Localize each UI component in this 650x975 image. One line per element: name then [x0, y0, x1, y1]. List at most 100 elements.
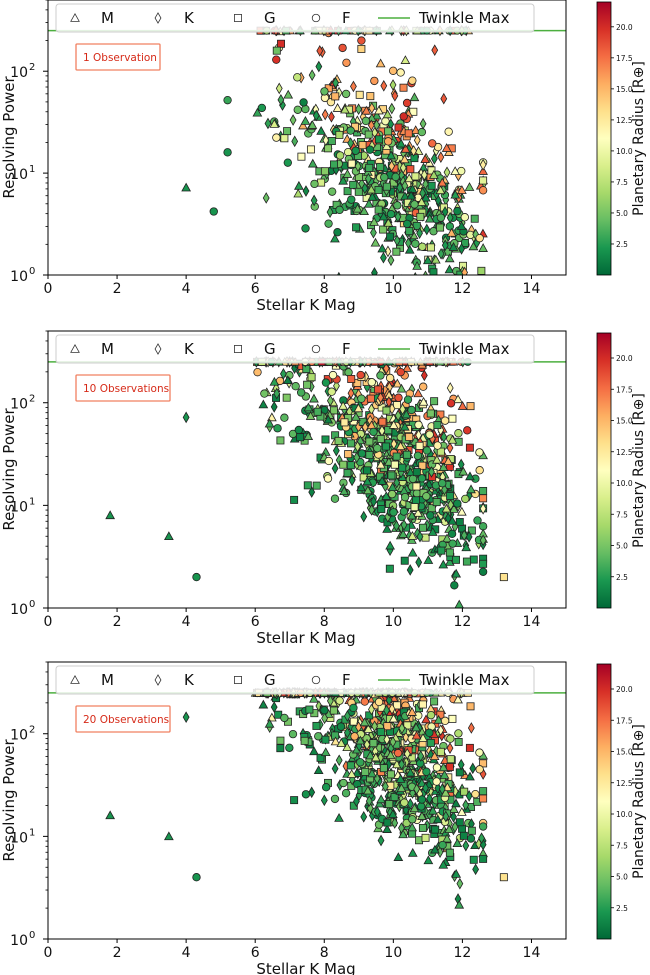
- data-point: [470, 214, 479, 223]
- axes-frame: [47, 0, 567, 276]
- data-point: [391, 90, 399, 102]
- annotation-text: 1 Observation: [83, 52, 157, 64]
- data-point: [461, 266, 469, 275]
- x-tick-label: 2: [113, 614, 122, 630]
- data-point: [352, 203, 363, 213]
- data-point-sample: [181, 182, 192, 192]
- data-point: [358, 141, 367, 150]
- data-point: [427, 166, 436, 175]
- data-point: [326, 394, 334, 407]
- data-point: [377, 243, 388, 253]
- data-point: [376, 435, 385, 443]
- colorbar-tick-label: 2.5: [616, 904, 628, 913]
- data-point: [313, 765, 324, 775]
- data-point: [410, 154, 419, 163]
- data-point: [412, 482, 421, 491]
- data-point: [316, 126, 327, 135]
- x-tick-label: 8: [320, 945, 329, 961]
- data-point: [388, 419, 399, 429]
- data-point: [349, 717, 358, 726]
- data-point: [321, 108, 329, 121]
- data-point: [355, 435, 366, 445]
- colorbar-tick-label: 5.0: [616, 209, 628, 218]
- colorbar-label: Planetary Radius [R⊕]: [631, 393, 647, 548]
- data-point: [447, 434, 458, 444]
- data-point: [360, 697, 369, 706]
- data-point: [387, 770, 395, 779]
- data-point: [343, 710, 351, 722]
- data-point: [437, 151, 445, 164]
- data-point: [266, 412, 277, 422]
- data-point: [362, 485, 373, 495]
- data-point: [376, 162, 385, 171]
- colorbar-tick-label: 7.5: [616, 178, 628, 187]
- data-point: [384, 245, 392, 258]
- y-tick-exponent: 2: [29, 725, 35, 736]
- data-point: [374, 105, 384, 115]
- data-point: [452, 555, 460, 564]
- data-point: [360, 510, 368, 523]
- data-point: [414, 420, 423, 430]
- data-point: [457, 458, 465, 471]
- colorbar-gradient: [596, 1, 612, 276]
- data-point: [432, 454, 442, 464]
- data-point: [403, 721, 412, 730]
- data-point: [391, 172, 400, 182]
- legend-marker-f: [311, 13, 321, 23]
- data-point: [433, 421, 442, 430]
- data-point: [423, 223, 431, 236]
- data-point: [399, 154, 410, 164]
- data-point: [282, 393, 291, 402]
- data-point: [391, 817, 399, 829]
- data-point-sample: [499, 873, 508, 882]
- data-point: [389, 508, 398, 517]
- data-point: [392, 378, 403, 388]
- legend-marker-m: [70, 12, 80, 22]
- data-point: [448, 539, 457, 548]
- data-point: [479, 854, 488, 863]
- data-point: [404, 129, 413, 138]
- data-point: [426, 511, 435, 520]
- data-point: [420, 154, 431, 163]
- data-point: [367, 378, 376, 387]
- data-point: [392, 452, 401, 461]
- data-point: [387, 482, 398, 492]
- data-point: [408, 76, 417, 85]
- data-point: [353, 451, 361, 464]
- data-point: [438, 783, 446, 795]
- data-point: [446, 491, 455, 500]
- data-point: [386, 232, 395, 241]
- data-point: [452, 838, 463, 848]
- data-point: [472, 863, 480, 876]
- data-point: [264, 718, 275, 728]
- data-point: [465, 743, 474, 752]
- observation-annotation: 1 Observation: [75, 43, 161, 71]
- data-point: [443, 456, 454, 466]
- data-point: [465, 790, 473, 802]
- data-point: [432, 498, 441, 507]
- data-point: [365, 750, 376, 760]
- data-point: [418, 396, 429, 406]
- x-tick-label: 14: [523, 945, 541, 961]
- data-point: [405, 432, 414, 441]
- data-point: [262, 192, 270, 204]
- x-tick-label: 14: [523, 281, 541, 297]
- data-point: [420, 369, 428, 382]
- y-tick-label: 10: [10, 728, 28, 744]
- data-point: [444, 253, 455, 263]
- data-point: [309, 693, 319, 703]
- data-point: [399, 421, 410, 431]
- data-point: [428, 170, 439, 179]
- data-point: [411, 239, 420, 248]
- data-point: [437, 247, 445, 260]
- data-point-sample: [499, 573, 508, 582]
- data-point: [478, 822, 488, 831]
- data-point: [374, 205, 383, 214]
- data-point: [330, 794, 340, 804]
- legend: M K G F Twinkle Max: [55, 665, 535, 695]
- data-point: [451, 798, 461, 808]
- data-point: [347, 195, 356, 204]
- data-point: [388, 102, 396, 115]
- data-point: [361, 767, 370, 776]
